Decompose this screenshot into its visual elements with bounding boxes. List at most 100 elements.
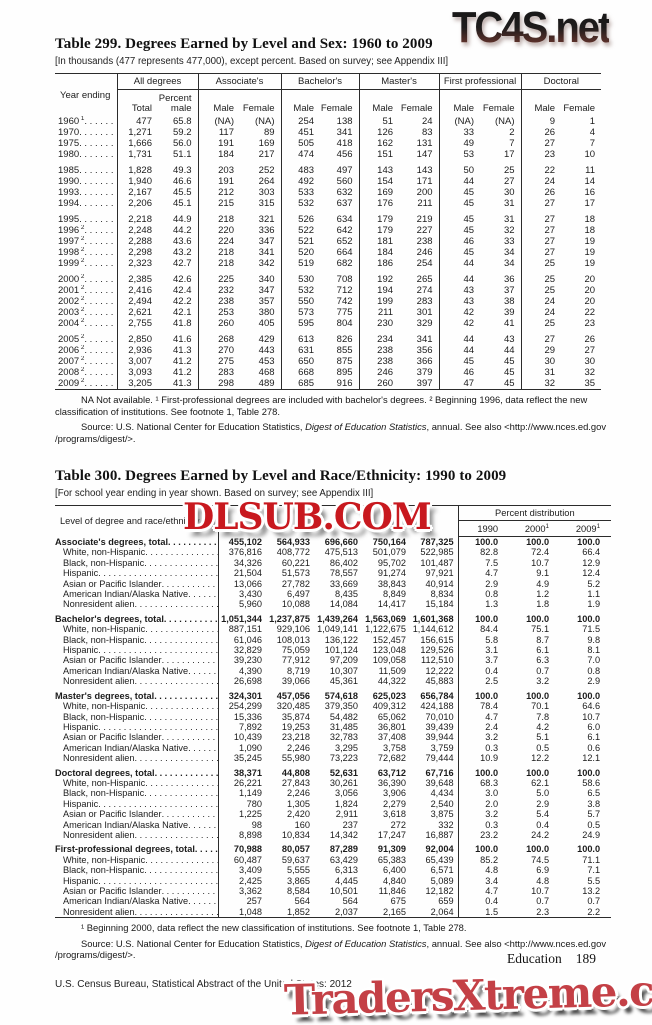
- cell: 264: [240, 176, 282, 187]
- cell: 505: [298, 138, 315, 149]
- cell: 117: [218, 127, 234, 138]
- cell: 212: [218, 187, 234, 198]
- cell: [320, 329, 360, 334]
- cell: 68.3: [480, 777, 499, 788]
- cell: 32,829: [233, 645, 262, 656]
- cell: 3,618: [383, 809, 406, 820]
- group-header-doctoral: Doctoral: [521, 73, 602, 90]
- table-300-footnote: ¹ Beginning 2000, data reflect the new c…: [81, 922, 467, 934]
- cell: 3,758: [383, 742, 406, 753]
- cell: 27,843: [281, 777, 310, 788]
- cell: 58.6: [582, 777, 601, 788]
- group-header-bachelors: Bachelor's: [281, 73, 360, 90]
- cell: 0.7: [536, 665, 550, 676]
- cell: 742: [320, 296, 360, 307]
- cell: 100.0: [577, 767, 601, 778]
- cell: 35: [584, 378, 596, 389]
- cell: 26: [544, 127, 556, 138]
- cell: 2.9: [485, 578, 499, 589]
- cell: 8,834: [410, 589, 459, 600]
- cell: 34,326: [233, 557, 262, 568]
- cell: 533: [298, 187, 315, 198]
- cell: 86,402: [329, 557, 358, 568]
- row-label: 1995: [55, 214, 118, 225]
- row-label: 1970: [55, 127, 118, 138]
- cell: 2.3: [536, 906, 550, 917]
- cell: 151: [377, 149, 394, 160]
- level-race-header: Level of degree and race/ethnicity: [55, 505, 219, 537]
- cell: 26: [584, 334, 596, 345]
- cell: 32,783: [329, 732, 358, 743]
- cell: 625,023: [372, 690, 406, 701]
- table-row: Black, non-Hispanic 15,336 35,874 54,482 65,…: [55, 711, 611, 722]
- table-299-section: Table 299. Degrees Earned by Level and S…: [55, 36, 611, 444]
- table-row: 1998 2 2,298 43.2 218 341 520 664 184 246 45 34 27 1…: [55, 247, 601, 258]
- cell: 2.9: [536, 798, 550, 809]
- cell: 409,312: [372, 701, 406, 712]
- cell: 2,420: [287, 809, 310, 820]
- cell: 1,051,344: [221, 613, 262, 624]
- cell: 0.4: [485, 665, 499, 676]
- cell: 238: [218, 296, 234, 307]
- cell: 27: [544, 214, 556, 225]
- cell: 41.2: [158, 356, 199, 367]
- col-header: Male: [293, 103, 315, 114]
- cell: 12,222: [410, 665, 459, 677]
- cell: 95,702: [377, 557, 406, 568]
- cell: 45.1: [158, 198, 199, 209]
- table-row: 1970 1,271 59.2 117 89 451 341 126 83 33 2 26 4: [55, 127, 601, 138]
- cell: 10,501: [329, 886, 358, 896]
- cell: 257: [246, 896, 262, 907]
- cell: 25: [544, 285, 556, 296]
- cell: 3,093: [128, 367, 152, 378]
- cell: 246: [377, 367, 394, 378]
- cell: 38,371: [233, 767, 262, 778]
- row-label: 2008 2: [55, 367, 118, 378]
- cell: 219: [399, 214, 440, 225]
- cell: 3,056: [335, 788, 358, 799]
- cell: 199: [377, 296, 394, 307]
- cell: 194: [377, 285, 394, 296]
- table-row: Black, non-Hispanic 61,046 108,013 136,122 1…: [55, 634, 611, 646]
- cell: 342: [240, 258, 282, 269]
- year-ending-header: Year ending: [55, 73, 118, 116]
- cell: 217: [240, 149, 282, 160]
- table-row: Hispanic 21,504 51,573 78,557 91,274 97,921 4.…: [55, 568, 611, 579]
- cell: 424,188: [410, 701, 459, 712]
- cell: 2,425: [239, 875, 262, 886]
- row-label: 1993: [55, 187, 118, 198]
- cell: 455,102: [228, 536, 262, 547]
- cell: 14,084: [329, 599, 358, 610]
- table-row: White, non-Hispanic 376,816 408,772 475,513…: [55, 547, 611, 558]
- cell: 5,555: [287, 865, 310, 876]
- cell: 100.0: [526, 613, 550, 624]
- cell: 147: [399, 149, 440, 160]
- cell: 60,487: [233, 854, 262, 865]
- row-label: American Indian/Alaska Native: [55, 896, 219, 907]
- cell: 77,912: [281, 655, 310, 666]
- row-label: Nonresident alien: [55, 829, 219, 841]
- cell: 45: [463, 356, 475, 367]
- cell: 192: [377, 274, 394, 285]
- row-label: Bachelor's degrees, total: [55, 613, 219, 625]
- cell: 0.4: [485, 896, 499, 907]
- cell: 260: [377, 378, 394, 389]
- cell: 179: [377, 225, 394, 236]
- cell: 17: [480, 149, 522, 160]
- page-number: 189: [575, 951, 596, 966]
- cell: 44,322: [377, 676, 406, 687]
- row-label: [55, 686, 219, 691]
- row-label: 2007 2: [55, 356, 118, 367]
- page-content: Table 299. Degrees Earned by Level and S…: [55, 36, 612, 961]
- cell: 246: [399, 247, 440, 258]
- row-label: American Indian/Alaska Native: [55, 819, 219, 830]
- cell: 2,248: [128, 225, 152, 236]
- cell: 37: [480, 285, 522, 296]
- cell: 50: [463, 165, 475, 176]
- table-row: Hispanic 32,829 75,059 101,124 123,048 129,52…: [55, 645, 611, 656]
- cell: 656,784: [410, 690, 459, 702]
- cell: 664: [320, 247, 360, 258]
- cell: 27: [544, 138, 556, 149]
- cell: 522,985: [410, 547, 459, 558]
- cell: 7.0: [587, 655, 601, 666]
